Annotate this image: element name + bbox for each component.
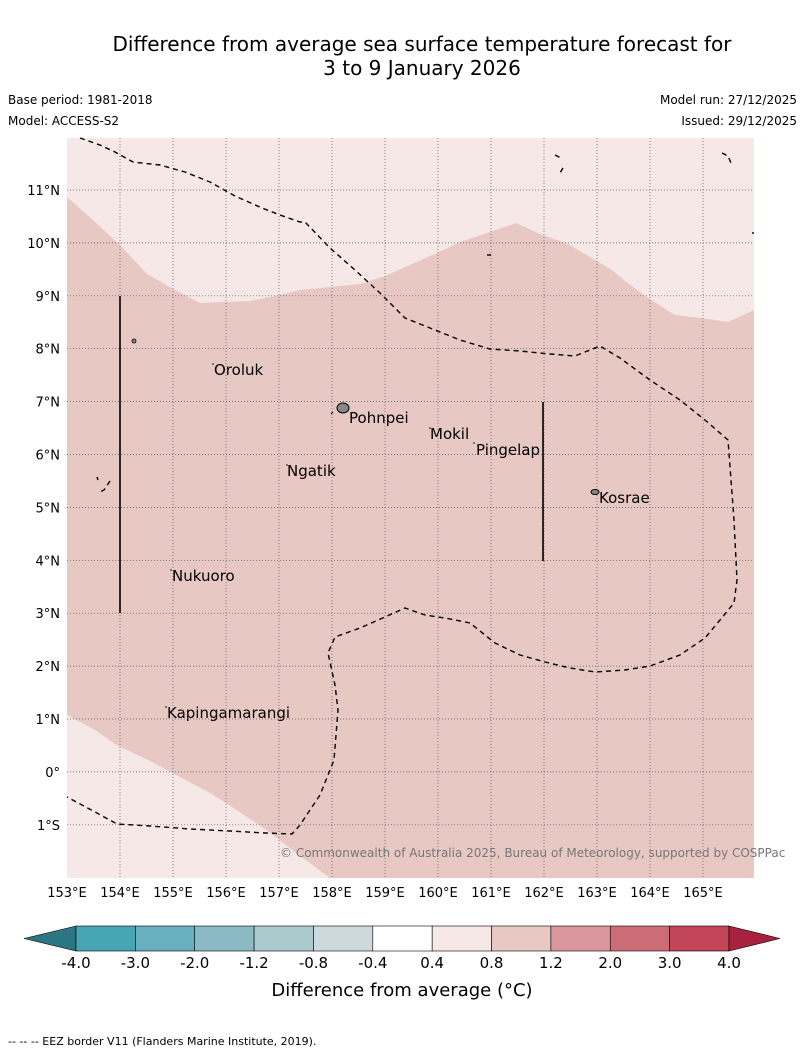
base-period: Base period: 1981-2018 <box>8 93 153 107</box>
eez-west-fragment <box>96 476 111 493</box>
lat-tick-label: 9°N <box>36 290 61 305</box>
lon-tick-label: 161°E <box>471 886 511 901</box>
pohnpei-island-shape <box>336 402 350 414</box>
colorbar-tick: -1.2 <box>239 954 268 972</box>
latitude-labels: 11°N 10°N 9°N 8°N 7°N 6°N 5°N 4°N 3°N 2°N 1°N 0° 1°S <box>27 184 60 834</box>
place-label-mokil: Mokil <box>430 425 469 443</box>
colorbar-tick-labels: -4.0 -3.0 -2.0 -1.2 -0.8 -0.4 0.4 0.8 1.2 2.0 3.0 4… <box>61 954 741 972</box>
lon-tick-label: 155°E <box>153 886 193 901</box>
colorbar <box>23 925 781 952</box>
lon-tick-label: 164°E <box>630 886 670 901</box>
colorbar-segment <box>313 925 374 952</box>
colorbar-tick: -3.0 <box>121 954 150 972</box>
lon-tick-label: 162°E <box>524 886 564 901</box>
islands <box>131 338 600 708</box>
lat-tick-label: 5°N <box>36 501 61 516</box>
map-title: Difference from average sea surface temp… <box>60 32 784 80</box>
eez-ne-fragment-1 <box>554 154 564 174</box>
lon-tick-label: 160°E <box>418 886 458 901</box>
lon-tick-label: 159°E <box>365 886 405 901</box>
colorbar-label: Difference from average (°C) <box>271 980 533 1001</box>
model-name: Model: ACCESS-S2 <box>8 114 120 128</box>
place-label-kosrae: Kosrae <box>599 489 650 507</box>
colorbar-segment <box>431 925 492 952</box>
lat-tick-label: 7°N <box>36 396 61 411</box>
kosrae-island-shape <box>590 489 600 495</box>
colorbar-max-arrow <box>728 925 781 952</box>
mokil-dot <box>429 427 431 429</box>
kapingamarangi-dot <box>165 706 167 708</box>
colorbar-segment <box>669 925 730 952</box>
colorbar-segment <box>253 925 314 952</box>
place-label-pingelap: Pingelap <box>476 441 540 459</box>
lat-tick-label: 3°N <box>36 607 61 622</box>
colorbar-tick: 2.0 <box>598 954 622 972</box>
issued-date: Issued: 29/12/2025 <box>681 114 797 128</box>
lon-tick-label: 158°E <box>312 886 352 901</box>
lon-tick-label: 165°E <box>683 886 723 901</box>
lon-tick-label: 153°E <box>47 886 87 901</box>
copyright-notice: © Commonwealth of Australia 2025, Bureau… <box>280 846 785 860</box>
lat-tick-label: 0° <box>45 766 60 781</box>
pingelap-dot <box>473 442 475 444</box>
lon-tick-label: 154°E <box>100 886 140 901</box>
eez-ne-fragment-2 <box>721 152 732 164</box>
ngatik-dot <box>286 464 288 466</box>
atoll-marker <box>131 338 137 344</box>
place-labels: Oroluk Pohnpei Mokil Pingelap Ngatik Kos… <box>167 361 650 722</box>
oroluk-dot <box>212 363 214 365</box>
lat-tick-label: 1°N <box>36 713 61 728</box>
anomaly-band-0-8-1-2 <box>67 197 754 878</box>
colorbar-segment <box>372 925 433 952</box>
colorbar-segment <box>194 925 255 952</box>
colorbar-tick: -0.8 <box>299 954 328 972</box>
place-label-kapingamarangi: Kapingamarangi <box>167 704 290 722</box>
place-label-pohnpei: Pohnpei <box>349 409 409 427</box>
lon-tick-label: 157°E <box>259 886 299 901</box>
colorbar-min-arrow <box>23 925 77 952</box>
longitude-labels: 153°E 154°E 155°E 156°E 157°E 158°E 159°E 160°E… <box>47 886 723 901</box>
colorbar-tick: 0.8 <box>480 954 504 972</box>
colorbar-tick: -4.0 <box>61 954 90 972</box>
nukuoro-dot <box>170 569 172 571</box>
lon-tick-label: 163°E <box>577 886 617 901</box>
colorbar-segment <box>491 925 552 952</box>
lat-tick-label: 8°N <box>36 343 61 358</box>
lon-tick-label: 156°E <box>206 886 246 901</box>
title-line-2: 3 to 9 January 2026 <box>323 56 521 80</box>
title-line-1: Difference from average sea surface temp… <box>112 32 732 56</box>
model-run: Model run: 27/12/2025 <box>659 93 797 107</box>
colorbar-segment <box>135 925 196 952</box>
place-label-nukuoro: Nukuoro <box>172 567 235 585</box>
pohnpei-islet-shape <box>330 411 334 415</box>
lat-tick-label: 10°N <box>27 237 60 252</box>
gridlines <box>67 138 754 878</box>
colorbar-tick: 0.4 <box>420 954 444 972</box>
eez-north-line <box>66 137 738 835</box>
colorbar-tick: 3.0 <box>658 954 682 972</box>
lat-tick-label: 6°N <box>36 449 61 464</box>
place-label-oroluk: Oroluk <box>214 361 263 379</box>
colorbar-tick: -2.0 <box>180 954 209 972</box>
colorbar-tick: 4.0 <box>717 954 741 972</box>
eez-border <box>66 137 754 835</box>
colorbar-tick: -0.4 <box>358 954 387 972</box>
colorbar-segment <box>550 925 611 952</box>
colorbar-tick: 1.2 <box>539 954 563 972</box>
place-label-ngatik: Ngatik <box>287 462 336 480</box>
lat-tick-label: 4°N <box>36 554 61 569</box>
eez-footnote: -- -- -- EEZ border V11 (Flanders Marine… <box>8 1035 317 1048</box>
lat-tick-label: 1°S <box>37 819 60 834</box>
lat-tick-label: 11°N <box>27 184 60 199</box>
colorbar-segment <box>609 925 670 952</box>
colorbar-segment <box>75 925 136 952</box>
lat-tick-label: 2°N <box>36 660 61 675</box>
